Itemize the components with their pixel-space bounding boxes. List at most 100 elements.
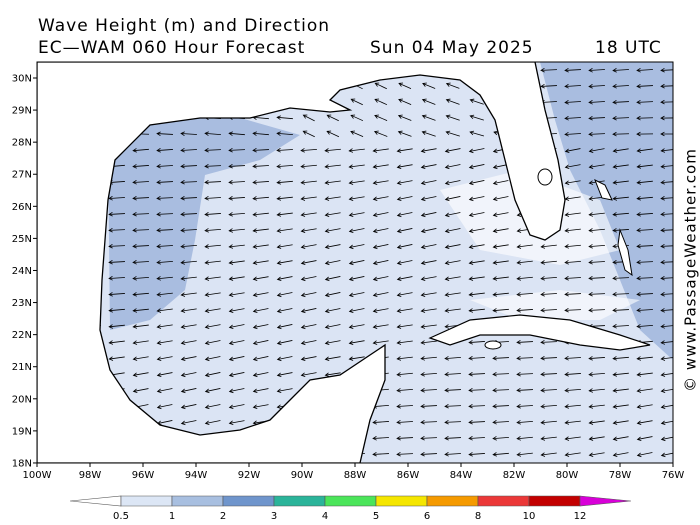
arrow [420,228,437,234]
arrow [276,131,293,136]
arrow [108,196,125,201]
arrow [420,212,437,218]
arrow [350,130,364,137]
bahamas [594,178,633,277]
arrow [612,291,629,297]
arrow [276,276,293,282]
arrow [468,196,485,202]
arrow [492,260,509,265]
arrow [468,436,485,441]
arrow [588,420,605,425]
arrow [300,228,317,233]
arrow [444,212,461,218]
arrow [636,164,653,169]
lat-label: 25N [12,234,32,245]
arrow [276,180,293,185]
arrow [420,292,437,297]
arrow [468,308,485,313]
arrow [348,228,365,234]
arrow [204,420,221,426]
arrow [108,356,125,361]
arrow [660,340,673,345]
arrow [276,372,293,378]
arrow [420,164,437,170]
arrow [612,68,629,73]
arrow [444,372,461,377]
arrow [588,131,605,137]
arrow [324,260,341,266]
arrow [612,115,629,121]
arrow [132,195,149,201]
arrow [252,212,269,217]
arrow [108,324,125,329]
arrow [180,308,197,313]
arrow [348,308,365,314]
arrow [276,340,293,346]
arrow [636,115,653,121]
arrow [564,212,581,217]
arrow [228,131,245,136]
arrow [540,83,557,89]
arrow [564,228,581,233]
arrow [588,307,605,313]
arrow [372,436,389,441]
arrow [372,164,389,169]
colorbar-segment [375,495,428,507]
arrow [445,82,460,89]
arrow [564,291,581,297]
arrow [252,260,269,265]
arrow [660,83,673,89]
arrow [468,260,485,265]
arrow [108,259,125,265]
arrow [396,196,413,202]
colorbar-label: 10 [523,511,536,522]
arrow [132,243,149,249]
arrow [492,403,509,409]
arrow [204,147,221,153]
arrow [398,98,412,105]
arrow [588,212,605,217]
arrow [636,243,653,249]
arrow [300,180,317,185]
colorbar-label: 5 [373,511,379,522]
arrow [660,115,673,121]
arrow [444,260,461,265]
arrow [252,308,269,314]
arrow [324,196,341,201]
arrow [324,228,341,234]
arrow [396,404,413,409]
arrow [108,227,125,233]
arrow [180,420,197,426]
lon-label: 98W [79,470,102,481]
arrow [276,115,293,120]
arrow [132,372,149,377]
arrow [348,276,365,282]
arrow [396,356,413,361]
arrow [398,82,412,90]
arrow [302,130,315,138]
arrow [396,340,413,345]
arrow [228,292,245,297]
arrow [276,196,293,201]
arrow [660,324,673,329]
arrow [420,403,437,409]
arrow [228,404,245,410]
arrow [156,227,173,233]
arrow [588,84,605,89]
arrow [324,180,341,185]
subtitle: EC—WAM 060 Hour Forecast [38,38,305,58]
arrow [612,436,629,441]
arrow [540,308,557,313]
arrow [564,388,581,393]
arrow [588,68,605,73]
arrow [660,99,673,105]
arrow [564,148,581,154]
arrow [374,114,388,121]
arrow [132,340,149,345]
arrow [612,372,629,377]
arrow [372,308,389,314]
arrow [612,420,629,425]
arrow [300,196,317,201]
arrow [636,68,653,73]
colorbar-segment [324,495,377,507]
